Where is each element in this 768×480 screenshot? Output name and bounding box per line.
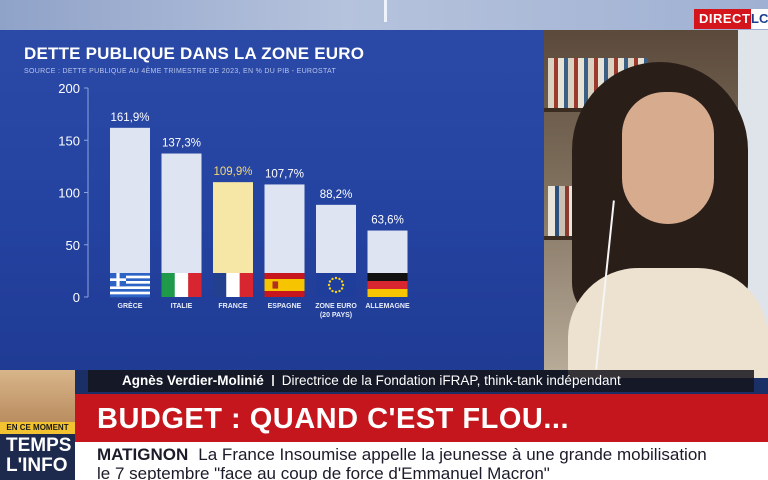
show-promo: EN CE MOMENT TEMPS L'INFO — [0, 370, 75, 480]
y-tick-label: 50 — [66, 238, 80, 253]
y-tick-label: 150 — [58, 133, 80, 148]
chart-title: DETTE PUBLIQUE DANS LA ZONE EURO — [24, 44, 365, 63]
y-tick-label: 200 — [58, 81, 80, 96]
x-category-label: (20 PAYS) — [320, 312, 352, 319]
separator — [271, 375, 274, 386]
guest-name-bar: Agnès Verdier-Molinié Directrice de la Fo… — [88, 370, 754, 392]
x-category-label: ZONE EURO — [315, 303, 357, 310]
show-name: TEMPS L'INFO — [0, 436, 75, 476]
bar-value-label: 88,2% — [320, 189, 353, 201]
greece-flag — [110, 273, 150, 298]
x-category-label: ALLEMAGNE — [365, 303, 410, 310]
bar-value-label: 161,9% — [110, 112, 149, 124]
spain-flag — [264, 273, 305, 297]
live-badge: DIRECT — [694, 9, 756, 29]
bar-value-label: 109,9% — [213, 166, 252, 178]
chart-panel: DETTE PUBLIQUE DANS LA ZONE EURO SOURCE … — [0, 30, 544, 370]
germany-flag — [367, 273, 408, 297]
guest-role: Directrice de la Fondation iFRAP, think-… — [281, 373, 621, 388]
ticker-text-2: le 7 septembre "face au coup de force d'… — [97, 464, 550, 480]
presenter-thumbnail — [0, 370, 75, 426]
x-category-label: GRÈCE — [118, 301, 143, 310]
channel-logo: LC — [751, 9, 768, 29]
show-name-line2: L'INFO — [6, 455, 68, 476]
top-banner — [0, 0, 768, 30]
eu-flag — [316, 273, 356, 297]
news-ticker: MATIGNON La France Insoumise appelle la j… — [75, 442, 768, 480]
france-flag — [213, 273, 253, 297]
y-tick-label: 0 — [73, 290, 80, 305]
guest-name: Agnès Verdier-Molinié — [122, 373, 264, 388]
x-category-label: FRANCE — [218, 303, 247, 310]
promo-tag: EN CE MOMENT — [0, 422, 75, 434]
ticker-text: La France Insoumise appelle la jeunesse … — [198, 445, 707, 464]
banner-marker — [384, 0, 387, 22]
guest-body — [568, 268, 768, 378]
show-name-line1: TEMPS — [6, 435, 72, 456]
x-category-label: ESPAGNE — [268, 303, 302, 310]
headline: BUDGET : QUAND C'EST FLOU... — [75, 394, 768, 442]
guest-face — [622, 92, 714, 224]
y-tick-label: 100 — [58, 186, 80, 201]
bar-value-label: 63,6% — [371, 215, 404, 227]
ticker-keyword: MATIGNON — [97, 445, 189, 464]
bar-chart: 0 50 100 150 200 161,9% GRÈCE 137,3% ITALIE 109,9… — [58, 81, 410, 319]
chart-source: SOURCE : DETTE PUBLIQUE AU 4ÈME TRIMESTR… — [24, 68, 337, 75]
bar — [110, 127, 150, 297]
x-category-label: ITALIE — [171, 303, 193, 310]
italy-flag — [161, 273, 202, 297]
bar-value-label: 107,7% — [265, 168, 304, 180]
bar-value-label: 137,3% — [162, 138, 201, 150]
